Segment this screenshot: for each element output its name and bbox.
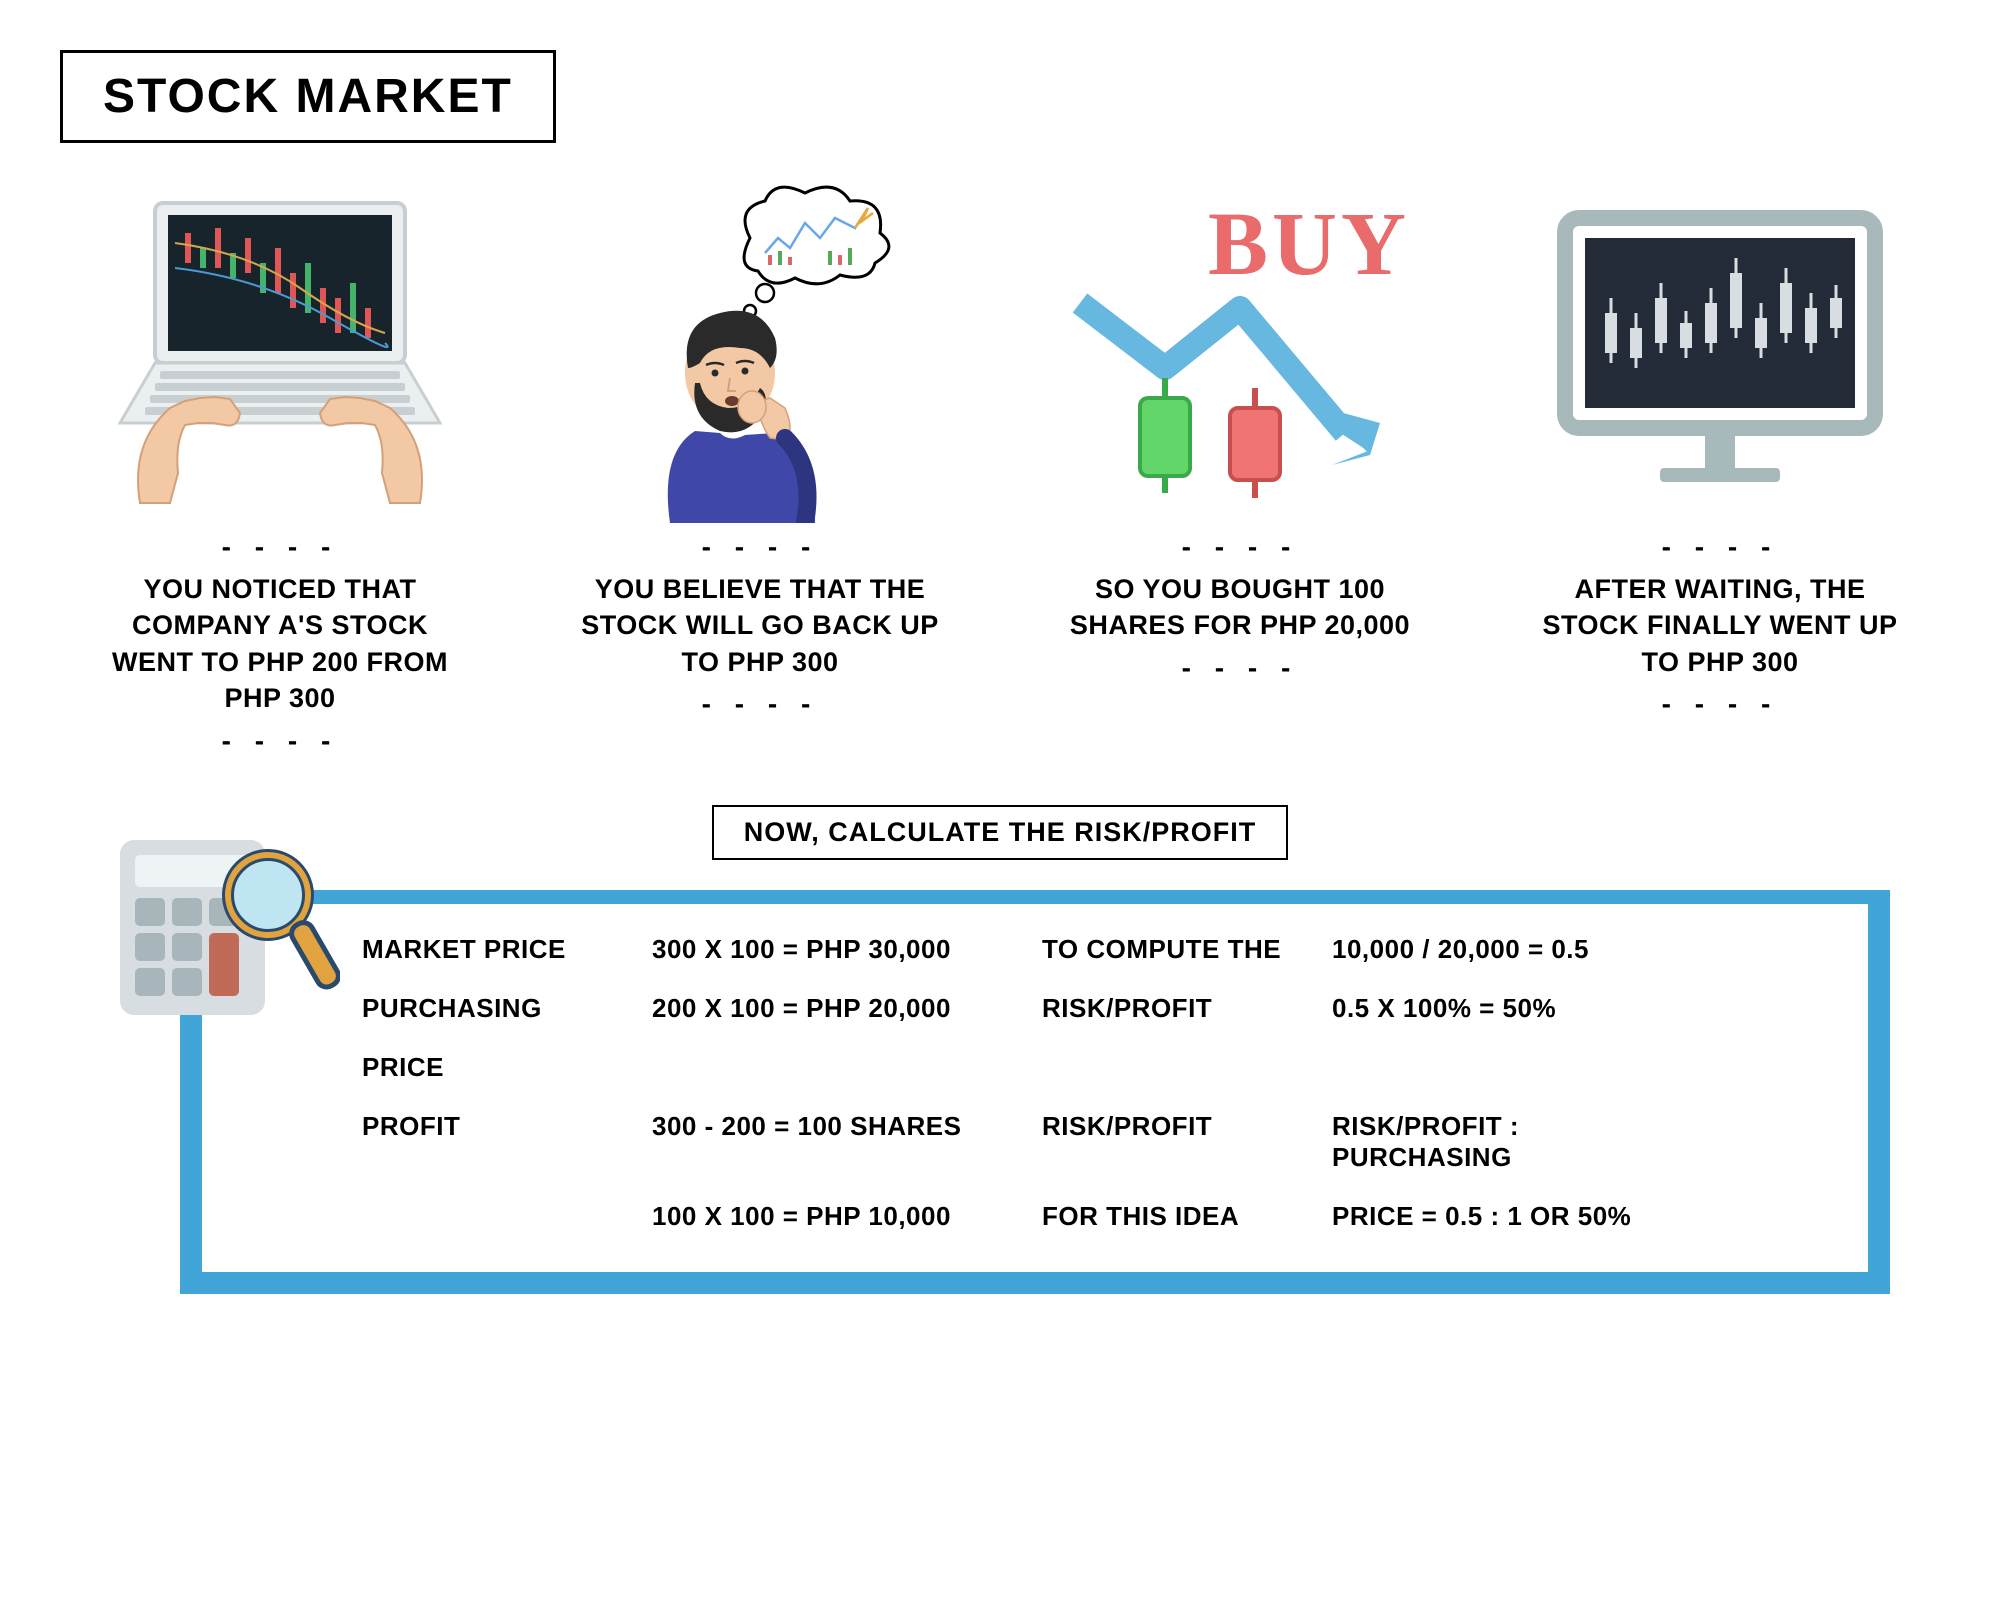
- calc-label: RISK/PROFIT: [1042, 993, 1302, 1024]
- laptop-illustration: [60, 193, 500, 513]
- panel-dashes: - - - -: [222, 531, 339, 563]
- calc-value: [1332, 1052, 1692, 1083]
- panel-1-caption: YOU NOTICED THAT COMPANY A'S STOCK WENT …: [90, 571, 470, 717]
- panel-dashes: - - - -: [1182, 531, 1299, 563]
- calc-value: 10,000 / 20,000 = 0.5: [1332, 934, 1692, 965]
- thinking-man-icon: [600, 183, 920, 523]
- calc-section: MARKET PRICE 300 X 100 = PHP 30,000 TO C…: [180, 890, 1890, 1294]
- calc-value: RISK/PROFIT : PURCHASING: [1332, 1111, 1692, 1173]
- panel-1: - - - - YOU NOTICED THAT COMPANY A'S STO…: [60, 193, 500, 765]
- buy-chart-icon: [1070, 193, 1410, 513]
- panel-2: - - - - YOU BELIEVE THAT THE STOCK WILL …: [540, 193, 980, 765]
- panel-dashes: - - - -: [1662, 688, 1779, 720]
- calc-value: 200 X 100 = PHP 20,000: [652, 993, 1012, 1024]
- panel-3: BUY - - - - SO YOU BOUGHT 100 SHARES FOR…: [1020, 193, 1460, 765]
- panel-dashes: - - - -: [222, 725, 339, 757]
- buy-illustration: BUY: [1020, 193, 1460, 513]
- calc-value: PRICE = 0.5 : 1 OR 50%: [1332, 1201, 1692, 1232]
- calc-value: 300 - 200 = 100 SHARES: [652, 1111, 1012, 1173]
- calc-frame: MARKET PRICE 300 X 100 = PHP 30,000 TO C…: [180, 890, 1890, 1294]
- story-panels: - - - - YOU NOTICED THAT COMPANY A'S STO…: [60, 193, 1940, 765]
- calc-label: PURCHASING: [362, 993, 622, 1024]
- monitor-icon: [1550, 203, 1890, 503]
- calc-label: PROFIT: [362, 1111, 622, 1173]
- calc-value: 0.5 X 100% = 50%: [1332, 993, 1692, 1024]
- calc-label: [362, 1201, 622, 1232]
- calc-label: FOR THIS IDEA: [1042, 1201, 1302, 1232]
- panel-dashes: - - - -: [702, 531, 819, 563]
- calc-value: 100 X 100 = PHP 10,000: [652, 1201, 1012, 1232]
- panel-3-caption: SO YOU BOUGHT 100 SHARES FOR PHP 20,000: [1050, 571, 1430, 644]
- panel-4-caption: AFTER WAITING, THE STOCK FINALLY WENT UP…: [1530, 571, 1910, 680]
- page-title: STOCK MARKET: [103, 69, 513, 124]
- calculator-magnifier-icon: [110, 820, 340, 1030]
- calculate-header: NOW, CALCULATE THE RISK/PROFIT: [712, 805, 1288, 860]
- calc-value: [652, 1052, 1012, 1083]
- panel-dashes: - - - -: [702, 688, 819, 720]
- calc-grid: MARKET PRICE 300 X 100 = PHP 30,000 TO C…: [362, 934, 1828, 1232]
- panel-2-caption: YOU BELIEVE THAT THE STOCK WILL GO BACK …: [570, 571, 950, 680]
- monitor-illustration: [1500, 193, 1940, 513]
- calc-label: MARKET PRICE: [362, 934, 622, 965]
- laptop-icon: [100, 193, 460, 513]
- title-box: STOCK MARKET: [60, 50, 556, 143]
- panel-4: - - - - AFTER WAITING, THE STOCK FINALLY…: [1500, 193, 1940, 765]
- thinking-man-illustration: [540, 193, 980, 513]
- calc-label: TO COMPUTE THE: [1042, 934, 1302, 965]
- calc-label: RISK/PROFIT: [1042, 1111, 1302, 1173]
- panel-dashes: - - - -: [1662, 531, 1779, 563]
- calc-label: [1042, 1052, 1302, 1083]
- calc-value: 300 X 100 = PHP 30,000: [652, 934, 1012, 965]
- calc-label: PRICE: [362, 1052, 622, 1083]
- panel-dashes: - - - -: [1182, 652, 1299, 684]
